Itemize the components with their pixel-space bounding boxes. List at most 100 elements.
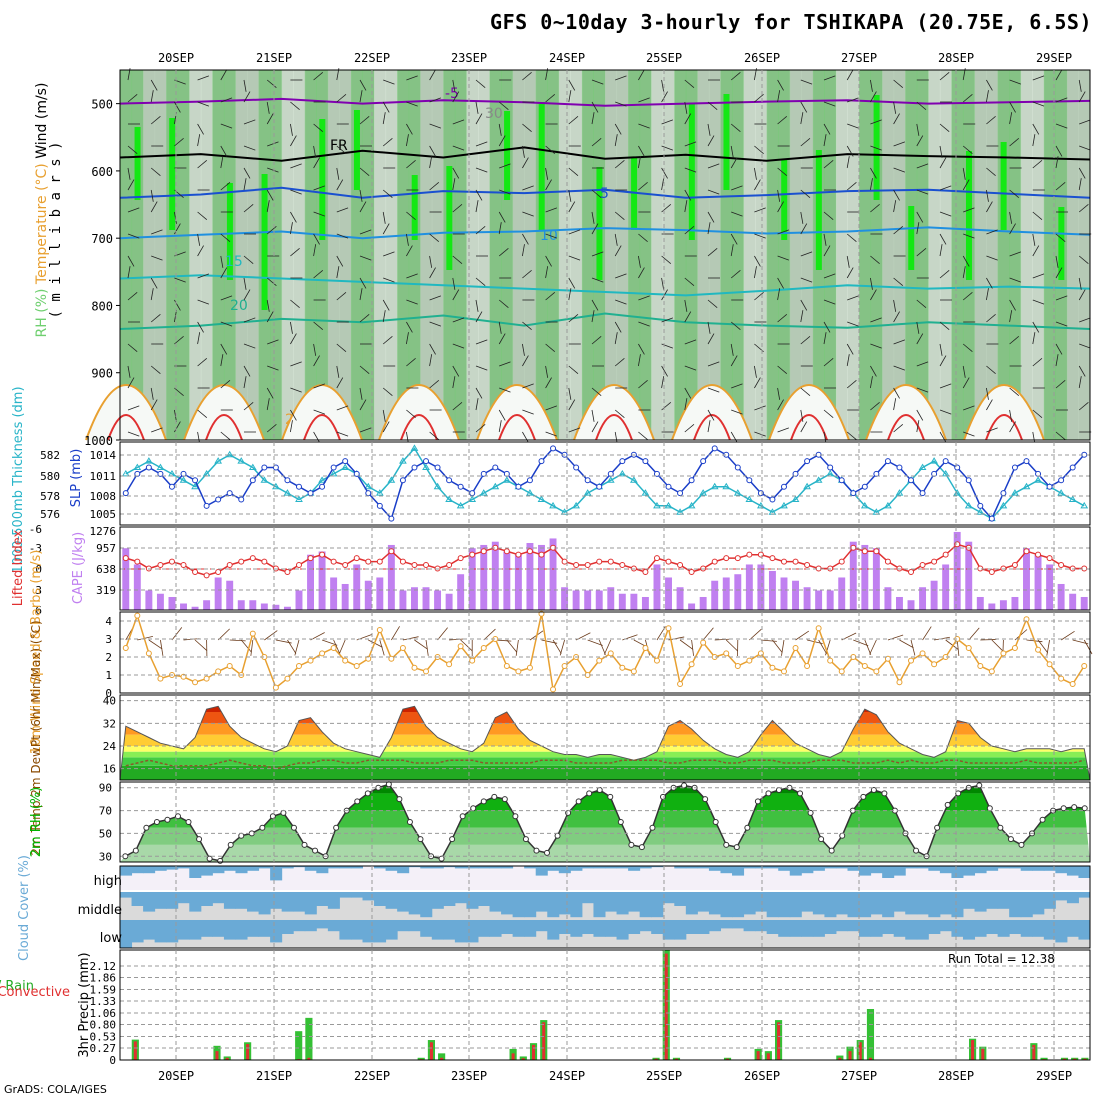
upper-wind-barb xyxy=(893,225,904,235)
upper-wind-barb xyxy=(731,409,743,415)
slp-point xyxy=(446,477,453,484)
cloud-cell xyxy=(720,920,733,929)
cloud-cell xyxy=(685,920,698,934)
upper-wind-barb xyxy=(870,365,877,377)
upper-wind-barb xyxy=(382,137,393,147)
slp-point xyxy=(804,458,811,465)
surface-wind-barb xyxy=(587,639,603,646)
upper-wind-barb xyxy=(1079,343,1091,349)
cape-bar xyxy=(595,590,603,610)
upper-wind-barb xyxy=(290,299,300,309)
cape-bar xyxy=(122,548,130,610)
cape-bar xyxy=(538,544,545,610)
li-point xyxy=(249,555,256,562)
upper-wind-barb xyxy=(336,365,340,378)
slp-point xyxy=(573,464,580,471)
thickness-ytick-label: 576 xyxy=(40,508,60,521)
surface-wind-barb xyxy=(691,639,694,656)
upper-wind-barb xyxy=(359,399,367,411)
upper-wind-barb xyxy=(429,431,440,441)
cloud-ylabel: Cloud Cover (%) xyxy=(17,855,32,961)
rh-point xyxy=(744,824,751,831)
cloud-cell xyxy=(951,866,964,878)
rh-saturated-cell xyxy=(596,167,603,280)
cloud-cell xyxy=(743,920,756,932)
date-label-bottom: 20SEP xyxy=(158,1069,194,1083)
cape-bar xyxy=(1034,554,1042,610)
precip-convective-bar xyxy=(511,1053,515,1060)
upper-wind-barb xyxy=(290,211,297,223)
upper-wind-barb xyxy=(545,405,558,411)
cloud-cell xyxy=(1020,866,1033,871)
upper-wind-barb xyxy=(823,299,836,305)
surface-wind-barb xyxy=(818,639,827,655)
cape-bar xyxy=(526,543,534,610)
upper-wind-barb xyxy=(986,229,998,235)
rh-point xyxy=(997,824,1004,831)
thickness-ytick-label: 580 xyxy=(40,470,60,483)
upper-wind-barb xyxy=(846,181,857,191)
cape-bar xyxy=(491,541,499,610)
wind-speed-point xyxy=(642,645,649,651)
rh-saturated-cell xyxy=(226,183,233,280)
rh-column xyxy=(951,70,964,440)
cloud-cell xyxy=(154,920,167,943)
thickness-point xyxy=(976,508,985,515)
slp-point xyxy=(677,490,684,497)
upper-wind-barb xyxy=(545,343,556,353)
upper-wind-barb xyxy=(359,277,367,289)
cloud-cell xyxy=(616,892,629,915)
upper-wind-barb xyxy=(197,75,210,81)
thickness-point xyxy=(641,489,650,496)
wind-ytick-label: 3 xyxy=(105,633,112,646)
upper-wind-barb xyxy=(174,101,181,113)
upper-wind-barb xyxy=(916,321,920,334)
cape-bar xyxy=(849,541,857,610)
cloud-cell xyxy=(708,866,721,871)
upper-wind-barb xyxy=(800,112,804,125)
cloud-cell xyxy=(512,892,525,918)
cape-bar xyxy=(999,600,1007,610)
thickness-point xyxy=(710,482,719,490)
upper-wind-barb xyxy=(823,233,827,246)
upper-wind-barb xyxy=(707,299,718,309)
precip-convective-bar xyxy=(726,1058,730,1060)
cloud-cell xyxy=(304,866,317,871)
date-label-bottom: 27SEP xyxy=(841,1069,877,1083)
contour-label: 20 xyxy=(230,298,248,314)
cloud-cell xyxy=(789,892,802,918)
upper-wind-barb xyxy=(661,376,665,389)
upper-wind-barb xyxy=(591,335,602,345)
date-label-bottom: 29SEP xyxy=(1036,1069,1072,1083)
cape-bar xyxy=(561,587,569,610)
rh-point xyxy=(153,819,160,825)
upper-wind-barb xyxy=(730,343,734,356)
cloud-cell xyxy=(778,920,791,937)
cloud-cell xyxy=(489,920,502,937)
upper-wind-barb xyxy=(1032,101,1045,107)
upper-wind-barb xyxy=(870,343,882,349)
upper-wind-barb xyxy=(684,339,697,345)
upper-wind-barb xyxy=(220,255,224,268)
upper-wind-barb xyxy=(916,420,920,433)
slp-thickness-panel xyxy=(120,442,1090,525)
rh-point xyxy=(522,836,529,843)
slp-point xyxy=(653,470,660,477)
upper-wind-barb xyxy=(475,79,486,89)
cloud-cell xyxy=(593,920,606,937)
cloud-cell xyxy=(270,892,283,909)
upper-wind-barb xyxy=(1055,431,1066,441)
upper-wind-barb xyxy=(800,137,811,147)
upper-wind-barb xyxy=(359,201,367,213)
cape-bar xyxy=(884,587,892,610)
cloud-cell xyxy=(835,866,848,869)
precip-ytick-label: 1.06 xyxy=(90,1007,117,1020)
upper-wind-barb xyxy=(707,135,715,147)
upper-wind-barb xyxy=(429,156,433,169)
upper-wind-barb xyxy=(1078,289,1086,301)
surface-wind-barb xyxy=(1083,639,1093,655)
upper-wind-barb xyxy=(475,225,486,235)
cloud-cell xyxy=(501,866,514,869)
wind-speed-point xyxy=(122,645,129,651)
upper-wind-barb xyxy=(290,135,297,147)
